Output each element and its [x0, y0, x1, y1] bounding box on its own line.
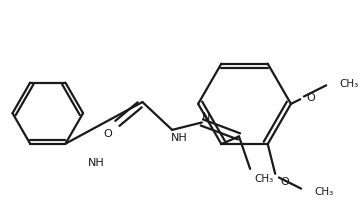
Text: CH₃: CH₃ — [339, 78, 358, 88]
Text: NH: NH — [171, 133, 188, 143]
Text: CH₃: CH₃ — [314, 186, 333, 197]
Text: O: O — [307, 93, 315, 103]
Text: CH₃: CH₃ — [255, 173, 274, 183]
Text: NH: NH — [88, 158, 105, 167]
Text: O: O — [104, 128, 112, 138]
Text: O: O — [281, 176, 290, 186]
Text: N: N — [202, 111, 211, 121]
